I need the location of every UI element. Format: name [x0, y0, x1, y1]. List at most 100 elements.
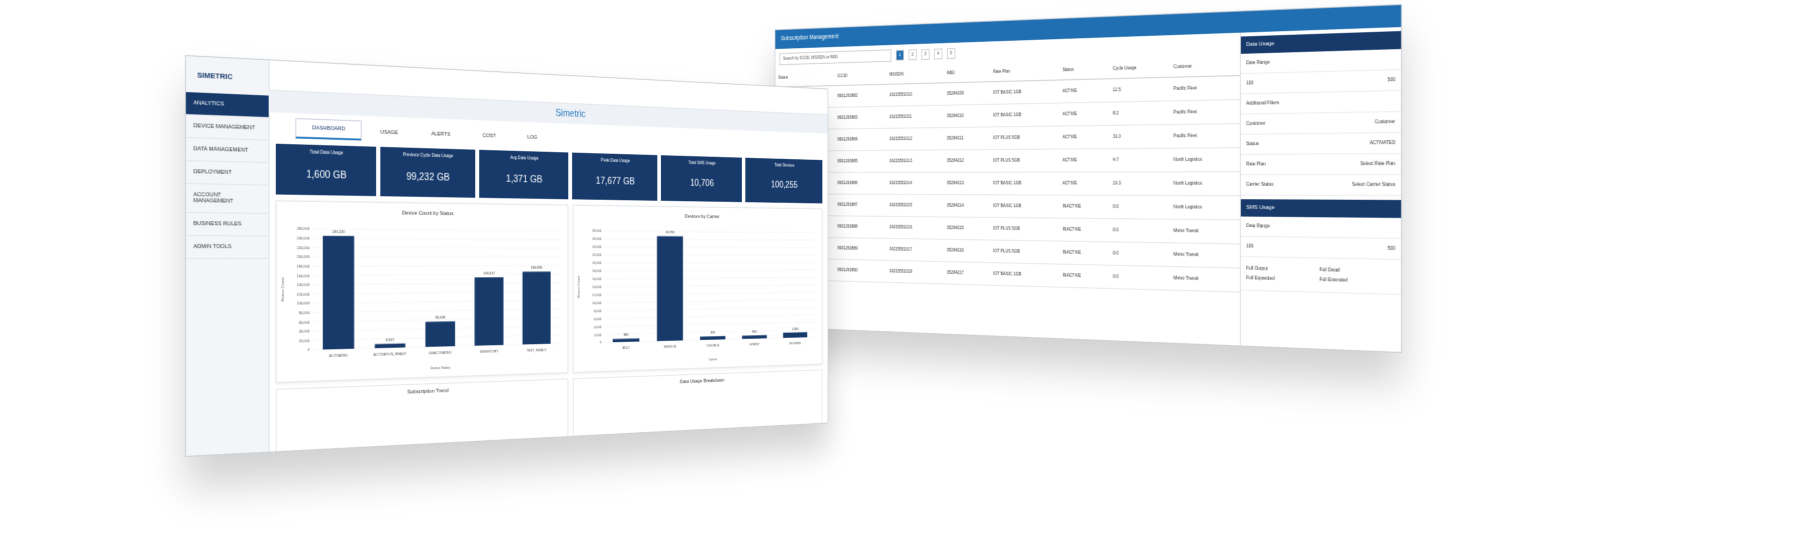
menu-item[interactable]: ANALYTICS — [185, 92, 269, 119]
menu-item[interactable]: BUSINESS RULES — [185, 213, 269, 237]
checkbox[interactable]: Full Extended — [1319, 277, 1348, 284]
x-tick-label: ROGERS — [789, 341, 801, 346]
menu-item[interactable]: ACCOUNT MANAGEMENT — [185, 184, 269, 214]
kpi-value: 17,677 GB — [595, 175, 635, 188]
y-tick-label: 60,000 — [299, 319, 310, 324]
y-tick-label: 26,000 — [592, 237, 601, 242]
tab[interactable]: LOG — [527, 134, 538, 141]
x-tick-label: ACTIVATED — [329, 353, 348, 358]
card-title: Data Usage Breakdown — [572, 369, 823, 439]
table-cell: Metro Transit — [1170, 266, 1241, 293]
table-cell: 0.0 — [1109, 265, 1171, 291]
y-tick-label: 10,000 — [592, 300, 601, 305]
kpi-card: Avg Data Usage 1,371 GB — [478, 149, 569, 200]
page-button[interactable]: 5 — [946, 48, 956, 60]
y-tick-label: 140,000 — [297, 282, 310, 287]
table-cell: 31.0 — [1109, 124, 1171, 149]
subscription-table: Status ICCID MSISDN IMEI Rate Plan Status Cycl… — [775, 55, 1241, 293]
date-from[interactable]: 100 — [1246, 243, 1254, 250]
x-tick-label: SPRINT — [750, 342, 760, 347]
date-to[interactable]: 500 — [1387, 77, 1396, 84]
table-cell: 16215551015 — [886, 194, 944, 217]
y-tick-label: 260,000 — [297, 226, 310, 231]
kpi-label: Peak Data Usage — [600, 157, 630, 165]
table-cell: 35284216 — [943, 239, 990, 263]
page-button[interactable]: 2 — [908, 49, 917, 61]
tab[interactable]: COST — [482, 133, 496, 140]
search-box[interactable]: Search by ICCID, MSISDN or IMEI — [779, 49, 892, 66]
column-header: Rate Plan — [989, 61, 1060, 82]
table-cell: 8901260882 — [834, 84, 887, 108]
kpi-card: Total SMS Usage 10,706 — [661, 155, 743, 203]
table-cell: North Logistics — [1170, 147, 1241, 172]
table-cell: 16215551014 — [886, 172, 944, 195]
menu-item[interactable]: DATA MANAGEMENT — [185, 138, 269, 164]
table-cell: Metro Transit — [1170, 242, 1241, 269]
card-title: Subscription Trend — [275, 378, 569, 455]
table-row[interactable]: ACTIVATED89012608861621555101435284213IO… — [775, 171, 1241, 196]
filter-value[interactable]: ACTIVATED — [1369, 140, 1396, 147]
table-cell: ACTIVE — [1059, 171, 1110, 196]
y-tick-label: 12,000 — [592, 292, 601, 297]
main: Simetric DASHBOARD USAGE ALERTS COST LOG Tot… — [268, 60, 828, 455]
kpi-value: 1,600 GB — [306, 168, 347, 182]
tab[interactable]: ALERTS — [431, 131, 451, 138]
chart-card: Device Count by Status Device Count Device… — [275, 200, 569, 383]
y-tick-label: 4,000 — [594, 324, 601, 329]
tab[interactable]: USAGE — [380, 129, 399, 137]
table-cell: 0.0 — [1109, 241, 1171, 267]
filter-value[interactable]: Select Carrier Status — [1352, 181, 1396, 188]
chart-row: Device Count by Status Device Count Device… — [269, 200, 828, 383]
y-tick-label: 24,000 — [592, 245, 601, 250]
kpi-label: Total Devices — [774, 162, 795, 169]
grid-line — [604, 292, 815, 294]
table-cell: 12.5 — [1109, 77, 1171, 103]
y-tick-label: 14,000 — [592, 284, 601, 289]
date-from[interactable]: 100 — [1246, 80, 1254, 87]
table-cell: 8901260889 — [834, 237, 887, 261]
kpi-label: Total SMS Usage — [688, 160, 716, 167]
table-row[interactable]: ACTIVATED89012608851621555101335284212IO… — [775, 147, 1241, 173]
bar — [425, 321, 456, 347]
grid-line — [604, 247, 815, 248]
table-cell: 35284212 — [943, 149, 990, 173]
x-tick-label: INVENTORY — [480, 349, 499, 354]
menu-item[interactable]: DEVICE MANAGEMENT — [185, 115, 269, 141]
kpi-card: Previous Cycle Data Usage 99,232 GB — [380, 146, 475, 198]
checkbox-grid: Full Output Full Detail Full Expanded Full … — [1240, 256, 1402, 295]
menu-item[interactable]: DEPLOYMENT — [185, 161, 269, 186]
filter-value[interactable]: Select Rate Plan — [1360, 161, 1396, 168]
bar — [474, 277, 504, 346]
field-label: Additional Filters — [1240, 91, 1402, 115]
subscription-window: Subscription Management Search by ICCID,… — [774, 4, 1402, 353]
table-cell: IOT BASIC 1GB — [989, 262, 1060, 288]
page-button[interactable]: 4 — [934, 48, 943, 60]
y-tick-label: 8,000 — [594, 308, 601, 313]
y-tick-label: 22,000 — [592, 253, 601, 258]
chart-title: Device Count by Status — [402, 211, 454, 217]
filter-value[interactable]: Customer — [1374, 119, 1396, 126]
kpi-card: Total Devices 100,255 — [745, 157, 823, 204]
page-button[interactable]: 1 — [895, 49, 905, 61]
filter-row: Rate Plan Select Rate Plan — [1240, 154, 1402, 176]
table-cell: 8901260884 — [834, 128, 887, 151]
column-header: MSISDN — [886, 64, 944, 85]
filter-panel: Data Usage Date Range 100 500 Additional Fil… — [1239, 27, 1402, 352]
checkbox[interactable]: Full Expanded — [1246, 275, 1275, 282]
bar — [612, 338, 640, 343]
bar-chart: Devices by Carrier Device Count Carrier 0 2,… — [577, 214, 822, 361]
tab[interactable]: DASHBOARD — [295, 118, 362, 141]
menu-item[interactable]: ADMIN TOOLS — [185, 236, 269, 259]
table-cell: 16215551017 — [886, 238, 944, 262]
date-to[interactable]: 500 — [1387, 245, 1396, 252]
chart-title: Devices by Carrier — [685, 214, 720, 220]
table-cell: 8901260883 — [834, 106, 887, 130]
x-tick-label: TEST_READY — [526, 347, 547, 352]
chart-card: Devices by Carrier Device Count Carrier 0 2,… — [572, 204, 823, 373]
table-cell: IOT PLUS 5GB — [989, 217, 1060, 242]
table-cell: ACTIVE — [1059, 125, 1110, 150]
y-tick-label: 180,000 — [297, 264, 310, 269]
y-axis-label: Device Count — [577, 275, 581, 297]
page-button[interactable]: 3 — [921, 48, 930, 60]
